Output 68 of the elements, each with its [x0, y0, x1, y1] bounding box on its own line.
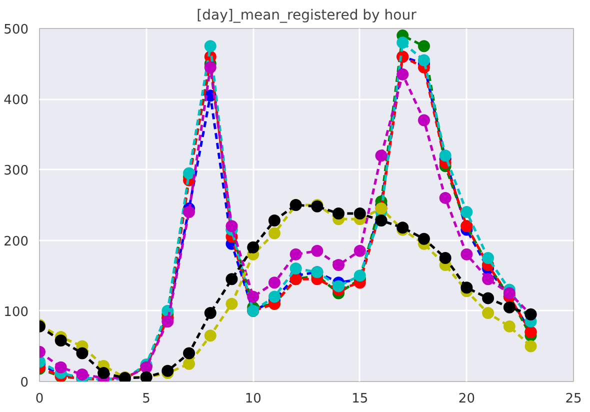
point	[418, 40, 430, 52]
point	[247, 241, 260, 254]
point	[524, 340, 537, 352]
point	[204, 330, 216, 342]
point	[503, 287, 516, 300]
point	[162, 316, 174, 328]
point	[54, 361, 67, 374]
point	[396, 68, 409, 80]
point	[375, 214, 388, 227]
point	[375, 150, 388, 162]
point	[247, 290, 260, 303]
x-tick-label: 25	[565, 392, 582, 406]
point	[204, 40, 216, 52]
y-tick-label: 100	[4, 304, 29, 320]
point	[290, 262, 302, 275]
y-tick-label: 0	[20, 376, 29, 390]
point	[98, 367, 110, 380]
point	[439, 192, 452, 204]
point	[162, 364, 174, 377]
y-tick-label: 300	[4, 164, 29, 179]
y-tick-label: 400	[4, 93, 29, 108]
point	[482, 273, 494, 286]
chart-title: [day]_mean_registered by hour	[196, 8, 417, 24]
x-tick-label: 15	[352, 392, 368, 406]
point	[439, 252, 452, 264]
point	[268, 214, 280, 227]
point	[332, 280, 345, 292]
point	[354, 270, 366, 282]
point	[204, 307, 216, 320]
point	[482, 292, 494, 304]
y-tick-label: 500	[4, 22, 29, 38]
x-tick-label: 10	[244, 392, 262, 406]
point	[332, 207, 345, 220]
point	[396, 36, 409, 49]
point	[204, 61, 216, 74]
point	[354, 244, 366, 257]
point	[482, 252, 494, 264]
point	[290, 248, 302, 260]
point	[460, 248, 473, 260]
y-tick-label: 200	[4, 234, 29, 250]
point	[268, 276, 280, 289]
point	[268, 290, 280, 303]
point	[503, 301, 516, 314]
point	[418, 114, 430, 126]
point	[439, 150, 452, 162]
point	[311, 244, 324, 257]
x-tick-label: 0	[35, 392, 44, 406]
point	[76, 347, 88, 360]
point	[183, 167, 196, 180]
point	[183, 347, 196, 360]
point	[226, 273, 238, 286]
point	[54, 334, 67, 347]
point	[268, 227, 280, 240]
point	[418, 232, 430, 245]
point	[418, 54, 430, 66]
x-tick-label: 5	[142, 392, 150, 406]
point	[226, 220, 238, 232]
point	[460, 206, 473, 218]
point	[76, 368, 88, 380]
point	[460, 282, 473, 294]
point	[503, 320, 516, 332]
point	[183, 358, 196, 370]
point	[183, 206, 196, 218]
x-tick-label: 20	[458, 392, 475, 406]
point	[354, 207, 366, 220]
point	[226, 298, 238, 310]
point	[482, 307, 494, 320]
point	[332, 259, 345, 271]
